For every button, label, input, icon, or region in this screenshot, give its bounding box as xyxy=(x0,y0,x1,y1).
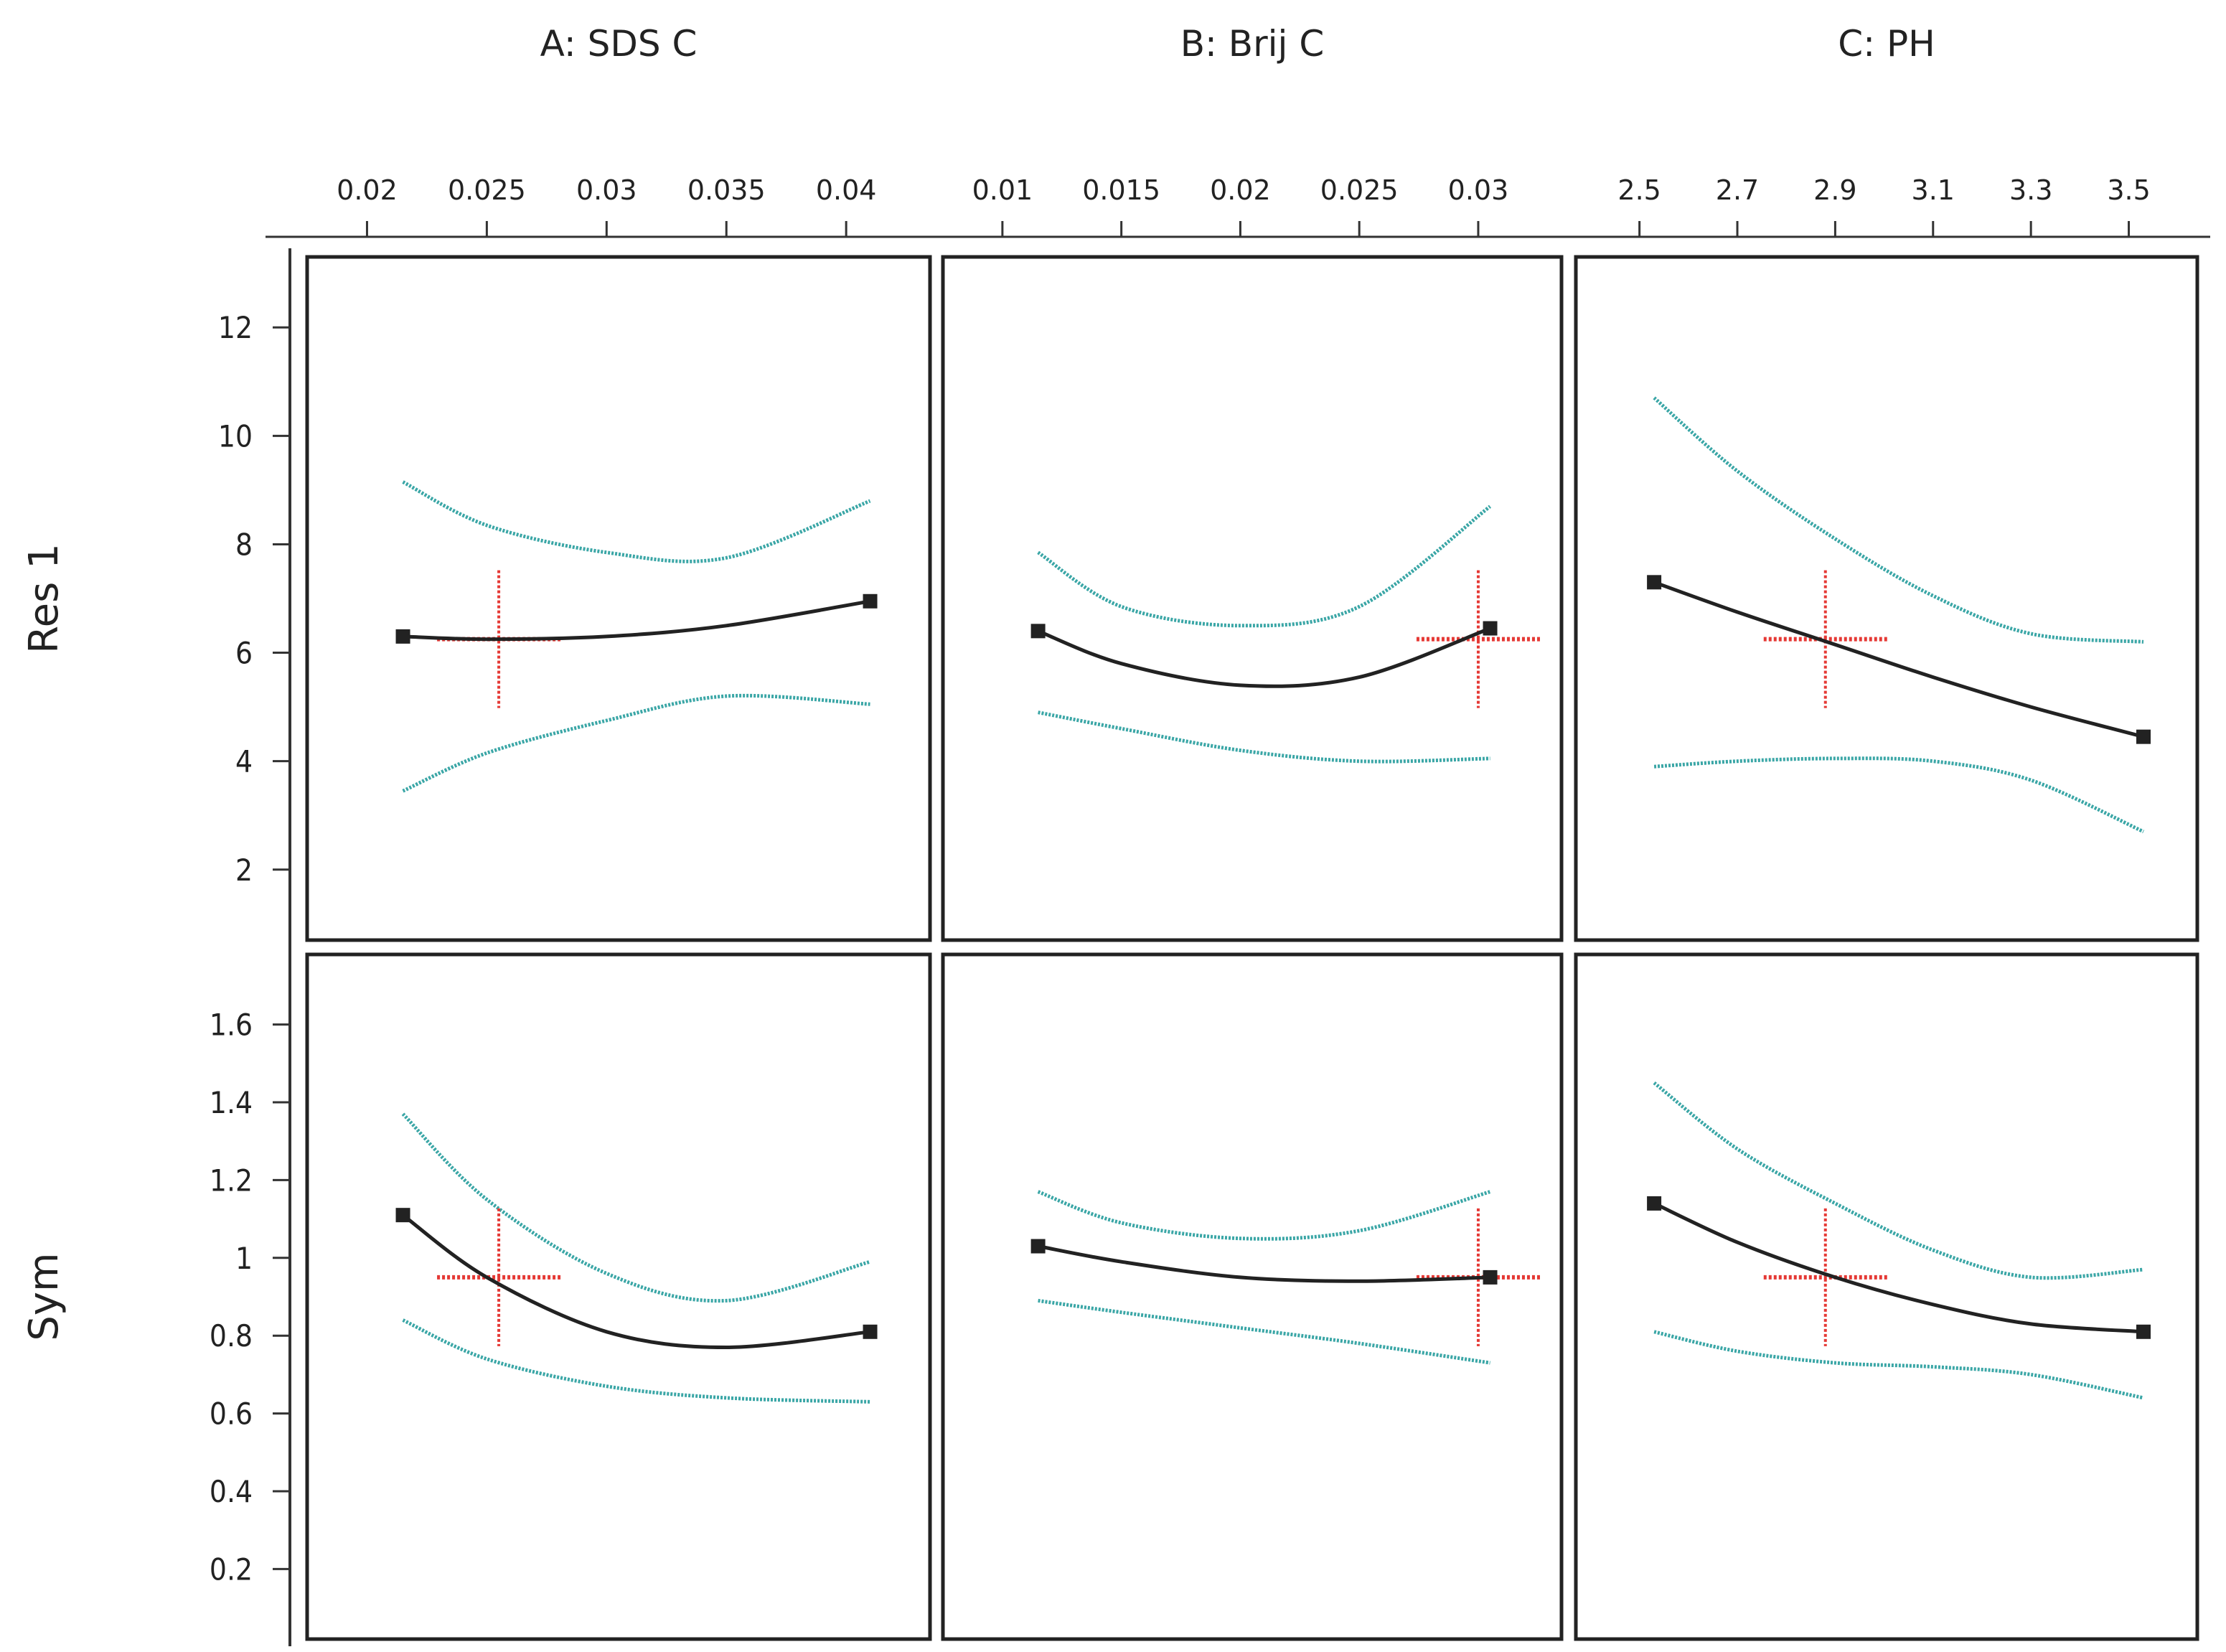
y-tick-label-1-3: 0.8 xyxy=(210,1318,253,1353)
x-tick-label-1-2: 0.02 xyxy=(1210,174,1271,206)
x-tick-label-2-0: 2.5 xyxy=(1617,174,1661,206)
panel-1-0 xyxy=(305,952,932,1641)
lower-interval-1-1 xyxy=(1038,1298,1490,1365)
fit-endpoint-low-0-0 xyxy=(395,629,410,644)
fit-line-0-2 xyxy=(1653,580,2144,739)
fit-endpoint-high-1-0 xyxy=(863,1324,878,1339)
panel-frame-1-2 xyxy=(1574,952,2199,1641)
y-tick-label-0-2: 6 xyxy=(235,636,253,671)
factor-title-2: C: PH xyxy=(1838,23,1935,65)
y-tick-label-0-1: 4 xyxy=(235,744,253,779)
y-tick-label-1-5: 1.2 xyxy=(210,1163,253,1198)
fit-endpoint-high-1-1 xyxy=(1483,1269,1498,1285)
x-tick-label-0-3: 0.035 xyxy=(687,174,766,206)
fit-endpoint-low-0-2 xyxy=(1647,575,1662,590)
fit-endpoint-low-1-2 xyxy=(1647,1196,1662,1211)
upper-interval-1-2 xyxy=(1653,1081,2144,1280)
y-tick-label-0-3: 8 xyxy=(235,527,253,562)
x-tick-label-0-2: 0.03 xyxy=(576,174,637,206)
y-tick-label-1-2: 0.6 xyxy=(210,1397,253,1432)
fit-line-1-2 xyxy=(1653,1201,2144,1334)
fit-line-1-0 xyxy=(402,1214,870,1350)
x-tick-label-2-2: 2.9 xyxy=(1813,174,1856,206)
response-label-0: Res 1 xyxy=(21,543,67,653)
y-tick-label-0-0: 2 xyxy=(235,853,253,888)
upper-interval-0-2 xyxy=(1653,396,2144,644)
y-tick-label-1-7: 1.6 xyxy=(210,1008,253,1043)
y-tick-label-1-0: 0.2 xyxy=(210,1552,253,1587)
fit-line-0-0 xyxy=(403,599,870,642)
panel-frame-0-1 xyxy=(941,255,1564,942)
fit-endpoint-low-1-0 xyxy=(395,1208,410,1223)
fit-endpoint-low-0-1 xyxy=(1030,624,1046,639)
fit-endpoint-high-0-2 xyxy=(2136,729,2151,744)
y-tick-label-0-4: 10 xyxy=(218,418,253,454)
x-tick-label-1-4: 0.03 xyxy=(1448,174,1509,206)
factor-title-1: B: Brij C xyxy=(1180,23,1325,65)
panel-0-1 xyxy=(941,255,1564,942)
y-tick-label-1-6: 1.4 xyxy=(210,1085,253,1120)
panel-0-0 xyxy=(305,255,932,942)
panel-frame-1-1 xyxy=(941,952,1564,1641)
panels-layer xyxy=(305,255,2199,1641)
fit-endpoint-high-1-2 xyxy=(2136,1324,2151,1339)
x-tick-label-1-0: 0.01 xyxy=(972,174,1033,206)
lower-interval-0-0 xyxy=(402,693,870,793)
upper-interval-1-0 xyxy=(401,1112,871,1303)
fit-endpoint-high-0-0 xyxy=(863,593,878,609)
y-tick-label-1-1: 0.4 xyxy=(210,1474,253,1509)
panel-1-1 xyxy=(941,952,1564,1641)
panel-1-2 xyxy=(1574,952,2199,1641)
fit-endpoint-low-1-1 xyxy=(1030,1239,1046,1254)
upper-interval-0-0 xyxy=(402,480,871,563)
labels-layer: A: SDS C 0.02 0.025 0.03 0.035 0.04 B: Brij C 0… xyxy=(21,23,2151,1587)
x-tick-label-0-0: 0.02 xyxy=(337,174,398,206)
panel-frame-1-0 xyxy=(305,952,932,1641)
x-tick-label-2-5: 3.5 xyxy=(2107,174,2150,206)
factor-title-0: A: SDS C xyxy=(540,23,698,65)
axes-layer xyxy=(266,221,2210,1646)
y-tick-label-1-4: 1 xyxy=(235,1241,253,1276)
fit-endpoint-high-0-1 xyxy=(1483,621,1498,636)
response-label-1: Sym xyxy=(21,1252,67,1341)
x-tick-label-2-1: 2.7 xyxy=(1716,174,1759,206)
x-tick-label-2-3: 3.1 xyxy=(1912,174,1955,206)
y-tick-label-0-5: 12 xyxy=(218,310,253,345)
lower-interval-0-1 xyxy=(1038,710,1490,764)
x-tick-label-0-4: 0.04 xyxy=(816,174,877,206)
x-tick-label-1-1: 0.015 xyxy=(1082,174,1160,206)
panel-0-2 xyxy=(1574,255,2199,942)
x-tick-label-2-4: 3.3 xyxy=(2009,174,2052,206)
lower-interval-0-2 xyxy=(1653,756,2145,834)
lower-interval-1-0 xyxy=(402,1318,870,1404)
panel-frame-0-2 xyxy=(1574,255,2199,942)
x-tick-label-1-3: 0.025 xyxy=(1320,174,1399,206)
fit-line-0-1 xyxy=(1037,626,1491,688)
upper-interval-1-1 xyxy=(1037,1190,1491,1241)
panel-frame-0-0 xyxy=(305,255,932,942)
lower-interval-1-2 xyxy=(1653,1330,2144,1400)
fit-line-1-1 xyxy=(1038,1244,1490,1283)
x-tick-label-0-1: 0.025 xyxy=(448,174,526,206)
